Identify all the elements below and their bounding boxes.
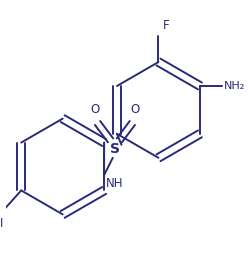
- Text: S: S: [110, 142, 120, 156]
- Text: NH: NH: [106, 177, 124, 190]
- Text: I: I: [0, 217, 3, 229]
- Text: O: O: [91, 103, 100, 117]
- Text: NH₂: NH₂: [224, 81, 245, 91]
- Text: F: F: [163, 19, 169, 32]
- Text: O: O: [130, 103, 139, 117]
